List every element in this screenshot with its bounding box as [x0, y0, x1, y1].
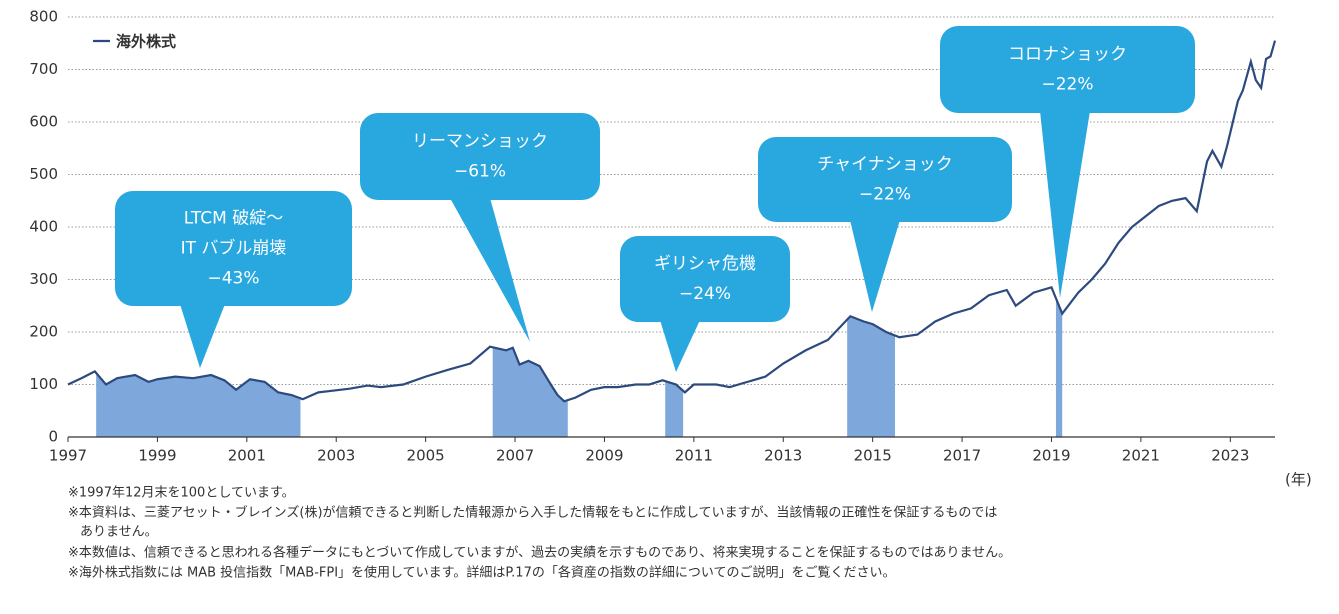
callout-pointer [660, 320, 700, 372]
y-tick-label: 100 [29, 375, 58, 393]
x-tick-label: 1997 [49, 447, 87, 465]
x-tick-label: 2011 [675, 447, 713, 465]
callout-box [360, 113, 600, 200]
x-tick-label: 2005 [407, 447, 445, 465]
footnote: ※1997年12月末を100としています。 [68, 486, 295, 501]
callout-text: LTCM 破綻～ [184, 209, 283, 229]
callout-pointer [850, 220, 900, 312]
y-tick-label: 200 [29, 323, 58, 341]
y-tick-label: 600 [29, 113, 58, 131]
callout-box [115, 191, 352, 306]
y-tick-label: 800 [29, 8, 58, 26]
x-tick-label: 2001 [228, 447, 266, 465]
callout-box [940, 26, 1195, 113]
x-tick-label: 2009 [585, 447, 623, 465]
y-tick-label: 400 [29, 218, 58, 236]
callout-text: ギリシャ危機 [654, 254, 756, 274]
shaded-period [1055, 298, 1063, 437]
callout-text: −22% [1041, 75, 1093, 95]
x-tick-label: 1999 [138, 447, 176, 465]
shaded-period [665, 381, 684, 437]
x-tick-label: 2007 [496, 447, 534, 465]
callout-text: リーマンショック [412, 132, 548, 152]
callout-box [620, 236, 790, 322]
y-tick-label: 300 [29, 270, 58, 288]
x-tick-label: 2015 [854, 447, 892, 465]
legend-label: 海外株式 [116, 33, 176, 51]
callout-text: IT バブル崩壊 [181, 238, 287, 259]
y-tick-label: 700 [29, 60, 58, 78]
x-tick-label: 2017 [943, 447, 981, 465]
x-tick-label: 2019 [1032, 447, 1070, 465]
x-tick-label: 2023 [1211, 447, 1249, 465]
callout-text: −24% [679, 284, 731, 304]
callout-pointer [180, 304, 225, 368]
footnote: ※海外株式指数には MAB 投信指数「MAB-FPI」を使用しています。詳細はP… [68, 565, 895, 581]
x-tick-label: 2003 [317, 447, 355, 465]
y-tick-label: 0 [48, 428, 58, 446]
callout-text: −22% [859, 185, 911, 205]
callout-box [758, 137, 1012, 222]
footnote: ありません。 [80, 525, 158, 540]
callout-text: コロナショック [1008, 45, 1127, 65]
callout-text: −61% [454, 162, 506, 182]
shaded-period [847, 316, 896, 437]
line-series [67, 40, 1277, 403]
callout-text: −43% [207, 269, 259, 289]
shaded-period [492, 347, 568, 437]
shaded-period [96, 372, 301, 437]
footnote: ※本資料は、三菱アセット・ブレインズ(株)が信頼できると判断した情報源から入手し… [68, 505, 997, 521]
y-tick-label: 500 [29, 165, 58, 183]
x-tick-label: 2021 [1122, 447, 1160, 465]
x-tick-label: 2013 [764, 447, 802, 465]
callout-pointer [1040, 111, 1090, 298]
x-unit-label: (年) [1285, 471, 1312, 489]
footnote: ※本数値は、信頼できると思われる各種データにもとづいて作成していますが、過去の実… [68, 545, 1011, 561]
callout-text: チャイナショック [817, 155, 953, 175]
callout-pointer [450, 198, 530, 342]
